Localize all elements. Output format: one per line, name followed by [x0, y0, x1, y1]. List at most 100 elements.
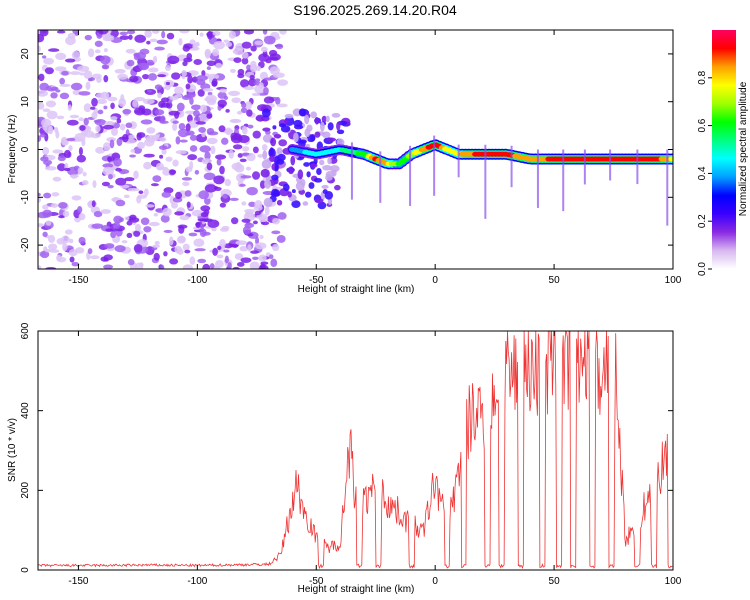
spectrogram-noise-blob	[154, 46, 165, 51]
snr-x-tick-label: -50	[309, 576, 324, 587]
spectrogram-noise-blob	[254, 200, 263, 209]
spectrogram-x-tick-label: -100	[187, 275, 207, 286]
spectrogram-transition-blob	[321, 131, 331, 139]
spectrogram-transition-blob	[306, 171, 311, 178]
spectrogram-noise-blob	[48, 48, 60, 52]
spectrogram-noise-blob	[68, 145, 73, 152]
spectrogram-noise-blob	[78, 117, 84, 122]
spectrogram-noise-blob	[199, 32, 204, 37]
spectrogram-noise-blob	[259, 216, 269, 223]
spectrogram-noise-blob	[209, 263, 215, 269]
spectrogram-noise-blob	[245, 101, 252, 110]
spectrogram-noise-blob	[110, 102, 115, 110]
spectrogram-noise-blob	[264, 206, 270, 216]
spectrogram-noise-blob	[141, 108, 152, 116]
spectrogram-noise-blob	[258, 264, 269, 269]
spectrogram-noise-blob	[101, 181, 111, 187]
spectrogram-noise-blob	[236, 261, 245, 267]
spectrogram-noise-blob	[103, 105, 108, 110]
spectrogram-noise-blob	[106, 121, 111, 125]
spectrogram-noise-blob	[144, 138, 155, 147]
snr-background	[38, 331, 673, 570]
spectrogram-noise-blob	[241, 51, 249, 59]
spectrogram-noise-blob	[219, 227, 229, 232]
spectrogram-noise-blob	[204, 184, 217, 193]
spectrogram-noise-blob	[77, 206, 83, 214]
spectrogram-noise-blob	[250, 250, 259, 254]
spectrogram-noise-blob	[154, 240, 160, 245]
spectrogram-noise-blob	[78, 91, 91, 96]
spectrogram-noise-blob	[54, 66, 67, 72]
spectrogram-noise-blob	[240, 79, 250, 88]
spectrogram-transition-blob	[283, 183, 290, 192]
spectrogram-noise-blob	[215, 62, 223, 69]
spectrogram-noise-blob	[138, 62, 150, 71]
spectrogram-x-tick-label: 0	[432, 275, 438, 286]
spectrogram-transition-blob	[317, 201, 327, 210]
spectrogram-noise-blob	[197, 89, 205, 97]
spectrogram-noise-blob	[155, 208, 162, 212]
spectrogram-noise-blob	[66, 137, 76, 142]
spectrogram-noise-blob	[61, 70, 69, 76]
spectrogram-transition-blob	[321, 115, 327, 123]
spectrogram-noise-blob	[95, 125, 101, 133]
spectrogram-transition-blob	[297, 169, 304, 180]
snr-x-tick-label: 50	[549, 576, 561, 587]
spectrogram-noise-blob	[100, 209, 112, 214]
spectrogram-noise-blob	[263, 87, 269, 95]
spectrogram-noise-blob	[137, 141, 146, 150]
spectrogram-transition-blob	[261, 108, 271, 118]
spectrogram-noise-blob	[252, 256, 259, 261]
spectrogram-noise-blob	[166, 32, 175, 40]
spectrogram-noise-blob	[254, 242, 267, 250]
spectrogram-noise-blob	[103, 75, 109, 83]
spectrogram-noise-blob	[82, 171, 87, 177]
spectrogram-y-tick-label: -20	[20, 237, 31, 252]
spectrogram-y-tick-label: -10	[20, 190, 31, 205]
spectrogram-noise-blob	[185, 166, 193, 173]
spectrogram-noise-blob	[254, 78, 261, 82]
spectrogram-noise-blob	[78, 146, 83, 156]
spectrogram-noise-blob	[160, 214, 170, 223]
spectrogram-noise-blob	[261, 221, 270, 226]
spectrogram-noise-blob	[133, 230, 141, 237]
spectrogram-noise-blob	[228, 90, 240, 97]
spectrogram-transition-blob	[261, 159, 272, 169]
spectrogram-noise-blob	[102, 36, 115, 42]
spectrogram-transition-blob	[300, 179, 306, 187]
spectrogram-noise-blob	[185, 83, 191, 90]
spectrogram-noise-blob	[237, 153, 243, 158]
spectrogram-noise-blob	[44, 124, 53, 134]
spectrogram-noise-blob	[198, 126, 207, 133]
spectrogram-noise-blob	[224, 178, 231, 187]
spectrogram-noise-blob	[194, 169, 200, 175]
spectrogram-noise-blob	[187, 154, 198, 161]
spectrogram-noise-blob	[231, 97, 241, 104]
spectrogram-noise-blob	[143, 188, 149, 197]
spectrogram-noise-blob	[83, 70, 93, 80]
spectrogram-noise-blob	[133, 52, 140, 57]
spectrogram-noise-blob	[69, 174, 79, 178]
spectrogram-noise-blob	[62, 242, 68, 252]
spectrogram-noise-blob	[120, 94, 125, 102]
spectrogram-noise-blob	[249, 261, 260, 269]
spectrogram-noise-blob	[146, 62, 155, 66]
spectrogram-noise-blob	[71, 195, 82, 201]
spectrogram-noise-blob	[206, 113, 213, 119]
snr-axes: -150 -100 -50 0 50 100 0 200 400 600	[20, 322, 682, 587]
spectrogram-noise-blob	[165, 156, 173, 162]
spectrogram-transition-blob	[294, 124, 304, 130]
spectrogram-noise-blob	[242, 152, 250, 156]
spectrogram-noise-blob	[146, 127, 156, 134]
spectrogram-noise-blob	[241, 57, 249, 65]
spectrogram-noise-blob	[227, 261, 232, 269]
spectrogram-noise-blob	[94, 40, 103, 47]
spectrogram-noise-blob	[250, 64, 258, 73]
spectrogram-noise-blob	[212, 247, 218, 256]
spectrogram-noise-blob	[177, 248, 184, 255]
spectrogram-transition-blob	[336, 129, 345, 135]
spectrogram-noise-blob	[239, 183, 246, 187]
spectrogram-noise-blob	[48, 234, 56, 243]
spectrogram-noise-blob	[59, 92, 70, 100]
